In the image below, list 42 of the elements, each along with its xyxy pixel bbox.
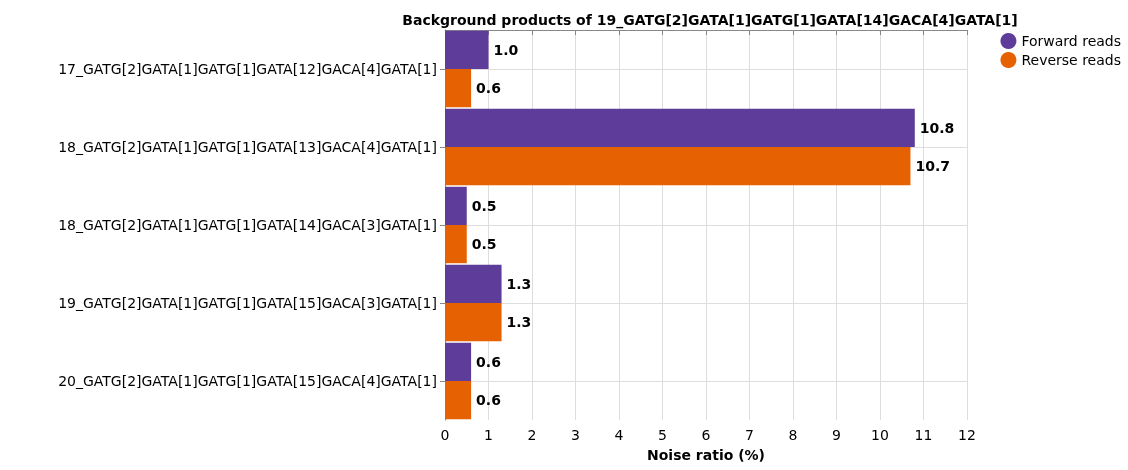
data-label: 1.3 [506,275,532,292]
bar [445,69,472,108]
x-axis-title: Noise ratio (%) [647,447,765,463]
data-label: 0.6 [476,353,501,370]
legend-label: Reverse reads [1021,52,1121,68]
data-label: 10.7 [915,158,950,175]
data-label: 1.3 [506,314,532,331]
data-label: 0.5 [471,197,497,214]
x-tick-label: 1 [484,427,493,443]
x-tick-label: 5 [658,427,667,443]
x-tick-label: 11 [914,427,933,443]
bar [445,381,472,420]
y-tick-label: 18_GATG[2]GATA[1]GATG[1]GATA[14]GACA[3]GATA[1] [58,217,437,233]
x-tick-label: 4 [614,427,624,443]
x-tick-label: 6 [701,427,711,443]
bar [445,108,915,147]
data-label: 0.6 [476,392,501,409]
bar [445,225,467,264]
bar [445,186,467,225]
data-label: 0.5 [471,236,497,253]
y-tick-label: 20_GATG[2]GATA[1]GATG[1]GATA[15]GACA[4]GATA[1] [58,373,437,389]
bar [445,264,502,303]
x-tick-label: 9 [832,427,841,443]
bar [445,30,489,69]
x-tick-label: 7 [745,427,754,443]
bar [445,342,472,381]
x-tick-label: 10 [871,427,889,443]
y-tick-label: 18_GATG[2]GATA[1]GATG[1]GATA[13]GACA[4]GATA[1] [58,139,437,155]
y-tick-label: 17_GATG[2]GATA[1]GATG[1]GATA[12]GACA[4]GATA[1] [58,61,437,77]
x-tick-label: 2 [527,427,537,443]
bar [445,147,911,186]
chart-title: Background products of 19_GATG[2]GATA[1]GATG[1]GATA[14]GACA[4]GATA[1] [402,12,1018,29]
data-label: 0.6 [476,80,501,97]
bar [445,303,502,342]
data-label: 1.0 [493,41,519,58]
legend-label: Forward reads [1021,33,1122,49]
x-tick-label: 3 [571,427,580,443]
x-tick-label: 8 [788,427,798,443]
x-tick-label: 0 [440,427,450,443]
x-tick-label: 12 [958,427,976,443]
data-label: 10.8 [919,119,955,136]
y-tick-label: 19_GATG[2]GATA[1]GATG[1]GATA[15]GACA[3]GATA[1] [58,295,437,311]
